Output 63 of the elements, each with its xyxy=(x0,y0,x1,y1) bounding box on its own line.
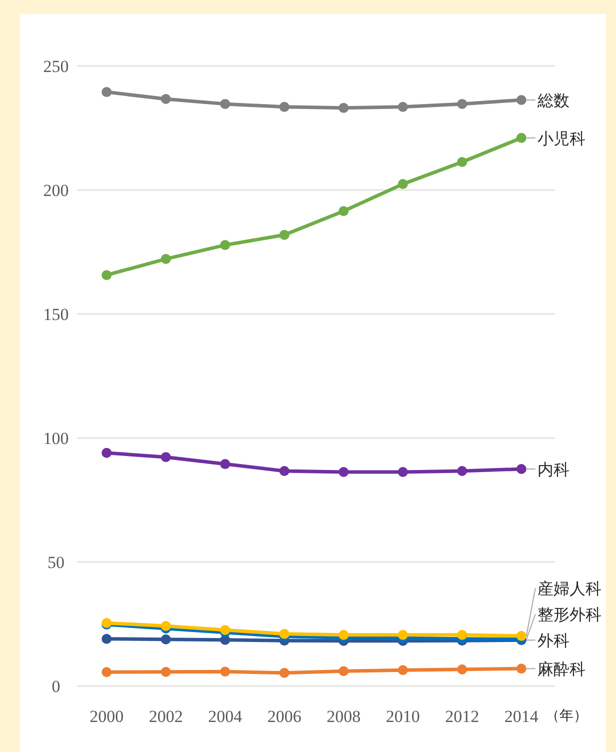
y-tick-label: 100 xyxy=(43,429,69,448)
series-label: 総数 xyxy=(536,90,570,110)
y-tick-label: 250 xyxy=(43,57,69,76)
point xyxy=(160,666,171,677)
point xyxy=(457,664,468,674)
series-label: 麻酔科 xyxy=(537,660,586,679)
point xyxy=(220,666,230,677)
point xyxy=(279,628,290,639)
x-tick-label: 2000 xyxy=(90,707,124,726)
point xyxy=(102,667,112,678)
point xyxy=(398,630,408,640)
point xyxy=(160,634,171,644)
y-tick-label: 150 xyxy=(43,305,69,324)
series-label: 整形外科 xyxy=(537,605,602,624)
x-tick-label: 2004 xyxy=(208,707,243,726)
x-tick-label: 2014 xyxy=(504,707,539,726)
point xyxy=(338,206,349,216)
point xyxy=(516,94,526,105)
point xyxy=(279,668,290,678)
point xyxy=(160,620,171,631)
y-tick-label: 0 xyxy=(52,677,60,696)
point xyxy=(457,630,468,640)
point xyxy=(160,254,171,264)
x-tick-label: 2006 xyxy=(267,707,302,726)
point xyxy=(398,102,408,112)
x-tick-label: 2008 xyxy=(326,707,361,726)
point xyxy=(516,132,526,143)
x-axis-title: （年） xyxy=(545,708,588,724)
point xyxy=(457,156,468,167)
point xyxy=(220,240,230,250)
point xyxy=(338,102,349,113)
x-tick-label: 2010 xyxy=(386,707,420,726)
point xyxy=(102,634,112,644)
point xyxy=(279,230,290,240)
point xyxy=(398,179,408,190)
point xyxy=(516,630,526,641)
text: 産婦人科 xyxy=(537,579,602,598)
point xyxy=(516,664,526,674)
point xyxy=(457,466,468,476)
point xyxy=(220,459,230,470)
point xyxy=(220,98,230,109)
point xyxy=(279,466,290,476)
point xyxy=(398,466,408,477)
point xyxy=(338,666,349,676)
point xyxy=(102,87,112,98)
x-tick-label: 2012 xyxy=(445,707,480,726)
y-tick-label: 200 xyxy=(43,181,69,200)
point xyxy=(338,630,349,640)
point xyxy=(279,102,290,112)
point xyxy=(220,624,230,635)
point xyxy=(398,665,408,676)
point xyxy=(160,452,171,462)
y-tick-label: 50 xyxy=(48,553,64,572)
point xyxy=(457,98,468,109)
series-label: 内科 xyxy=(537,460,570,479)
point xyxy=(516,464,526,474)
point xyxy=(338,466,349,477)
point xyxy=(102,448,112,458)
point xyxy=(160,94,171,104)
x-tick-label: 2002 xyxy=(148,707,183,726)
series-label: 小児科 xyxy=(537,128,586,148)
point xyxy=(102,270,112,280)
series-label: 外科 xyxy=(537,631,570,650)
